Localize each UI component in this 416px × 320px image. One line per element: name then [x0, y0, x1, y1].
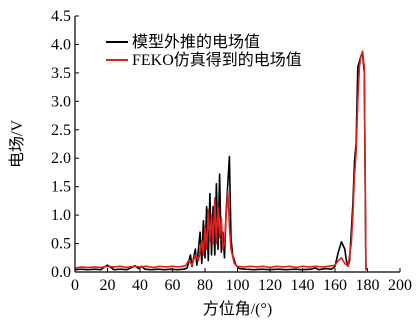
x-tick-label: 100: [226, 277, 250, 294]
ticks-layer: 0 20 40 60 80 100 120 140 160 180 200 0.0 0.5 1.0 1.5 2…: [51, 8, 412, 294]
x-axis-title: 方位角/(°): [203, 300, 273, 318]
y-tick-label: 3.0: [51, 93, 71, 110]
x-tick-label: 0: [71, 277, 79, 294]
x-tick-label: 200: [388, 277, 412, 294]
y-tick-label: 0.0: [51, 264, 71, 281]
y-tick-label: 0.5: [51, 236, 71, 253]
y-tick-label: 1.0: [51, 207, 71, 224]
y-tick-label: 2.0: [51, 150, 71, 167]
x-tick-label: 40: [132, 277, 148, 294]
x-tick-label: 160: [323, 277, 347, 294]
x-tick-label: 20: [100, 277, 116, 294]
y-tick-label: 4.0: [51, 36, 71, 53]
x-tick-label: 80: [197, 277, 213, 294]
x-tick-label: 60: [165, 277, 181, 294]
legend-label: 模型外推的电场值: [132, 33, 260, 51]
y-tick-label: 1.5: [51, 179, 71, 196]
legend-label: FEKO仿真得到的电场值: [132, 51, 302, 69]
y-axis-title: 电场/V: [8, 120, 26, 168]
y-tick-label: 3.5: [51, 65, 71, 82]
y-tick-label: 2.5: [51, 122, 71, 139]
x-tick-label: 140: [291, 277, 315, 294]
x-tick-label: 120: [258, 277, 282, 294]
series-layer: [74, 50, 367, 271]
y-tick-label: 4.5: [51, 8, 71, 25]
series-line-feko-simulated: [74, 50, 367, 271]
x-tick-label: 180: [356, 277, 380, 294]
